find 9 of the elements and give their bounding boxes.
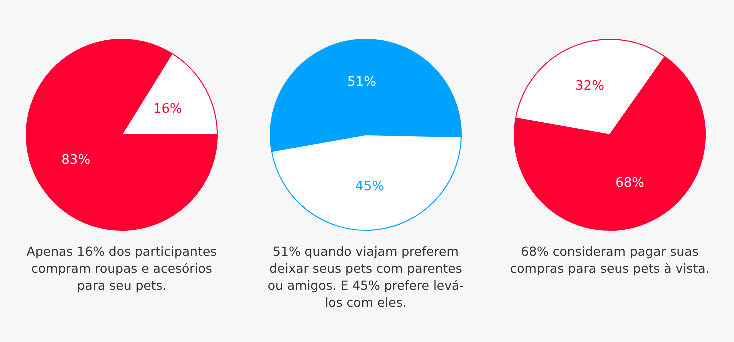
text: 51% quando viajam preferem deixar seus pets com parentes ou amigos. E 45% prefere levá-los com eles. [266, 243, 466, 311]
data-label: 16% [153, 102, 182, 117]
data-label: 83% [62, 152, 91, 168]
text: 68% consideram pagar suas compras para seus pets à vista. [509, 243, 711, 277]
data-label: 45% [356, 180, 384, 195]
data-label: 51% [348, 75, 376, 90]
text: Apenas 16% dos participantes compram roupas e acesórios para seu pets. [26, 243, 218, 294]
data-label: 68% [616, 176, 644, 191]
data-label: 32% [576, 78, 604, 94]
